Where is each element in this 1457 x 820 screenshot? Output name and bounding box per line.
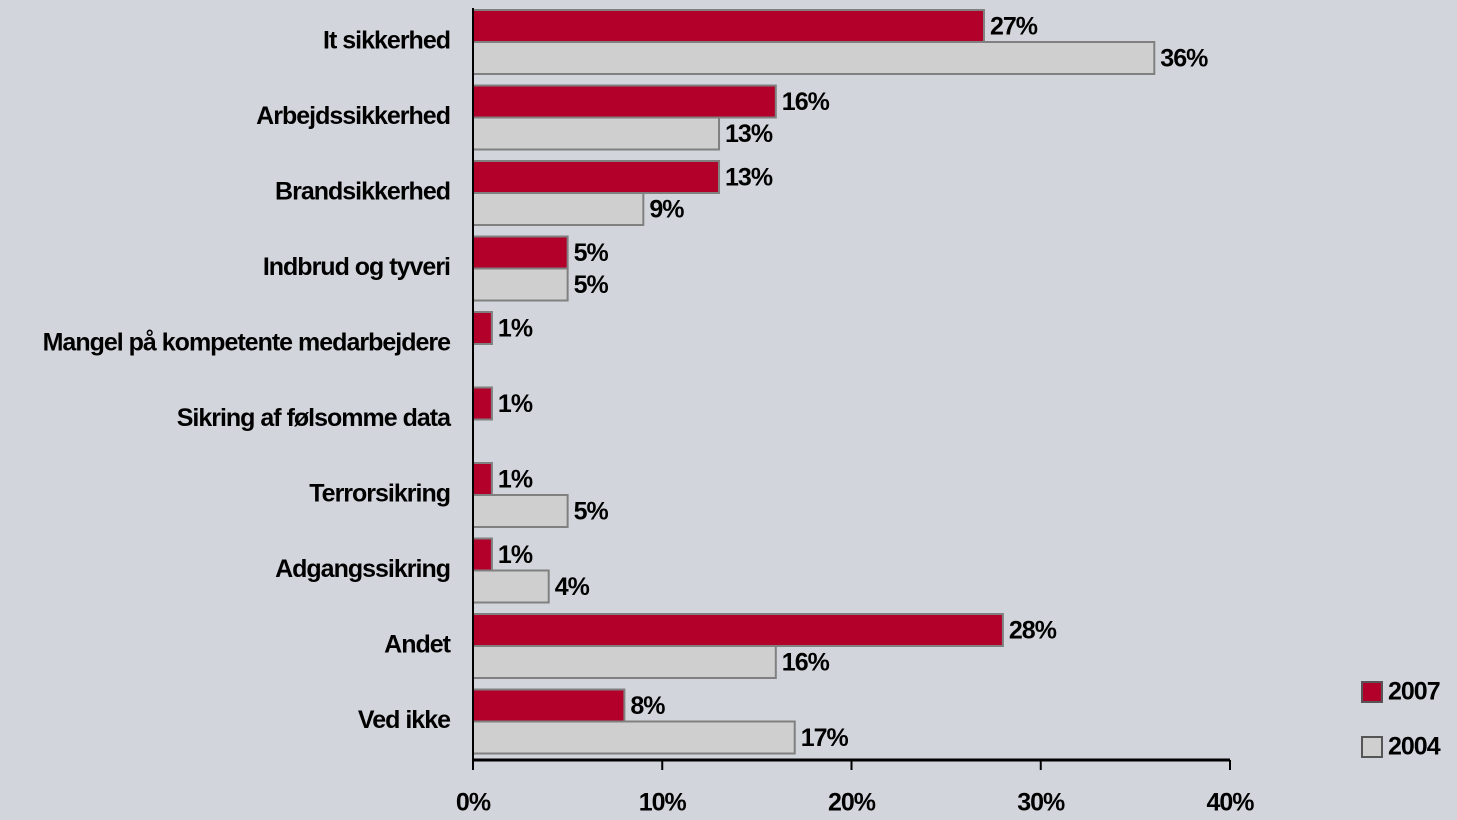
value-label: 8% <box>630 692 665 720</box>
bar <box>472 84 777 119</box>
legend-swatch <box>1361 736 1383 758</box>
bar <box>472 462 493 496</box>
x-tick-label: 20% <box>828 789 876 817</box>
value-label: 1% <box>498 315 533 343</box>
legend-label: 2007 <box>1388 678 1440 706</box>
category-label: Mangel på kompetente medarbejdere <box>43 329 452 357</box>
x-tick-label: 0% <box>456 789 491 817</box>
value-label: 5% <box>574 239 609 267</box>
category-label: Indbrud og tyveri <box>263 253 450 281</box>
legend-swatch <box>1361 681 1383 703</box>
bar <box>472 688 626 723</box>
x-tick-label: 10% <box>639 789 687 817</box>
bar <box>472 613 1004 647</box>
bar <box>472 569 550 604</box>
bar <box>472 494 569 528</box>
bar <box>472 645 777 679</box>
value-label: 5% <box>574 271 609 299</box>
value-label: 4% <box>555 573 590 601</box>
bar <box>472 235 569 270</box>
x-tick-label: 40% <box>1206 789 1254 817</box>
bar <box>472 720 796 755</box>
bar <box>472 386 493 421</box>
x-tick-label: 30% <box>1017 789 1065 817</box>
bar <box>472 9 985 43</box>
value-label: 13% <box>725 164 773 192</box>
category-label: It sikkerhed <box>323 27 450 55</box>
legend-label: 2004 <box>1388 733 1441 761</box>
value-label: 28% <box>1009 617 1057 645</box>
value-label: 27% <box>990 13 1038 41</box>
bar <box>472 267 569 302</box>
value-label: 1% <box>498 390 533 418</box>
bar <box>472 192 645 226</box>
value-label: 1% <box>498 541 533 569</box>
category-label: Terrorsikring <box>309 480 450 508</box>
bar <box>472 537 493 572</box>
category-label: Arbejdssikkerhed <box>256 102 450 130</box>
value-label: 16% <box>782 88 830 116</box>
value-label: 36% <box>1160 45 1208 73</box>
category-label: Ved ikke <box>358 706 451 734</box>
value-label: 1% <box>498 466 533 494</box>
bar <box>472 41 1156 75</box>
value-label: 16% <box>782 649 830 677</box>
category-label: Adgangssikring <box>275 555 450 583</box>
value-label: 17% <box>801 724 849 752</box>
bar <box>472 116 721 151</box>
value-label: 13% <box>725 120 773 148</box>
value-label: 5% <box>574 498 609 526</box>
bar <box>472 311 493 345</box>
value-label: 9% <box>649 196 684 224</box>
category-label: Sikring af følsomme data <box>177 404 452 432</box>
category-label: Andet <box>384 631 452 659</box>
category-label: Brandsikkerhed <box>275 178 450 206</box>
bar <box>472 160 721 194</box>
